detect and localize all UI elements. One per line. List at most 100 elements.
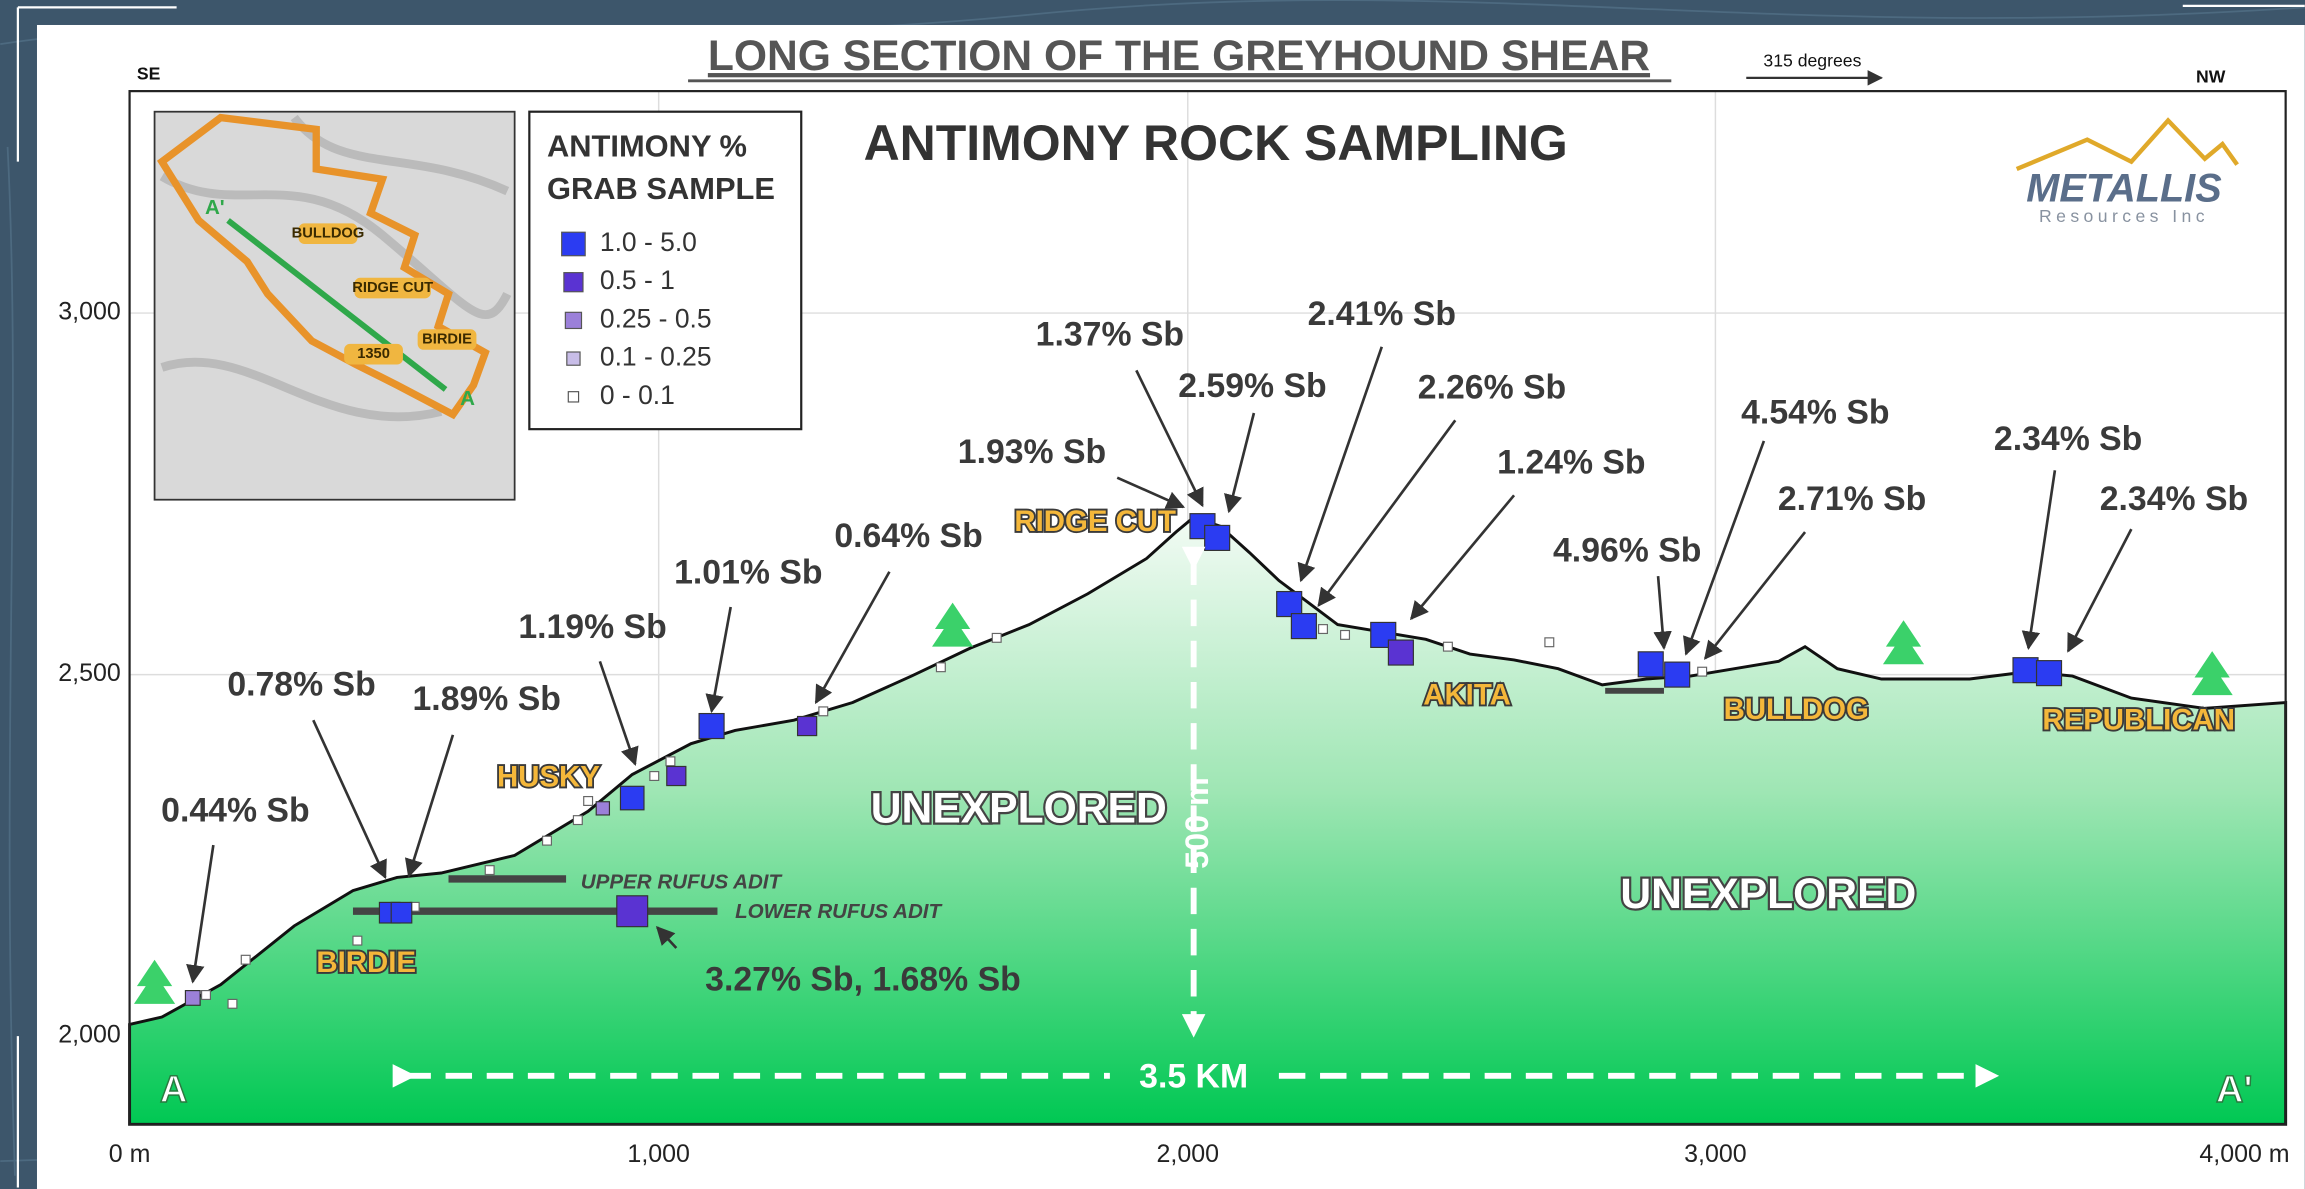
minor-sample xyxy=(484,865,495,876)
inset-label: A xyxy=(460,387,475,410)
sample-label: 2.26% Sb xyxy=(1418,368,1566,406)
inset-label-bg xyxy=(354,277,431,299)
minor-sample xyxy=(935,662,946,673)
sample-square xyxy=(2012,657,2039,684)
x-tick-label: 3,000 xyxy=(1684,1140,1746,1168)
sample-label: 1.24% Sb xyxy=(1497,443,1645,481)
inset-label-bg xyxy=(298,223,358,244)
place-name: BIRDIE xyxy=(316,946,416,979)
minor-sample xyxy=(1544,637,1555,648)
sample-label: 1.01% Sb xyxy=(674,554,822,592)
callout-arrow xyxy=(1317,419,1457,608)
direction-left: SE xyxy=(137,64,161,84)
callout-arrow xyxy=(2021,470,2057,650)
sample-label: 4.54% Sb xyxy=(1741,393,1889,431)
sample-label: 2.34% Sb xyxy=(1994,420,2142,458)
sample-label: 2.59% Sb xyxy=(1178,367,1326,405)
callout-arrow xyxy=(186,844,215,984)
legend-box xyxy=(528,110,803,431)
place-name: RIDGE CUT xyxy=(1014,505,1176,538)
adit-label: LOWER RUFUS ADIT xyxy=(735,900,942,923)
minor-sample xyxy=(1697,666,1708,677)
callout-arrow xyxy=(1409,494,1516,621)
callout-arrow xyxy=(1653,576,1672,650)
legend-label: 0.25 - 0.5 xyxy=(600,303,712,333)
y-tick-label: 2,500 xyxy=(58,659,120,687)
sample-square xyxy=(796,715,818,737)
callout-arrow xyxy=(1683,440,1766,656)
sample-label: 1.89% Sb xyxy=(413,680,561,718)
vertical-dimension-label: 500 m xyxy=(1179,777,1215,869)
heading: ANTIMONY ROCK SAMPLING xyxy=(864,115,1568,171)
place-name: REPUBLICAN xyxy=(2042,703,2235,736)
legend-label: 0 - 0.1 xyxy=(600,380,675,410)
inset-label: A' xyxy=(205,196,225,219)
legend-swatch xyxy=(561,231,586,257)
inset-label: RIDGE CUT xyxy=(352,280,433,296)
callout-arrow xyxy=(598,660,639,767)
callout-arrow xyxy=(814,571,891,705)
sample-label: 0.44% Sb xyxy=(161,792,309,830)
bearing: 315 degrees xyxy=(1763,50,1861,70)
sample-square xyxy=(666,765,687,787)
minor-sample xyxy=(991,632,1002,643)
inset-label: BIRDIE xyxy=(422,331,472,347)
sample-label: 2.41% Sb xyxy=(1308,295,1456,333)
minor-sample xyxy=(201,990,212,1000)
inset-relief xyxy=(159,114,512,422)
sample-label: 1.19% Sb xyxy=(518,608,666,646)
place-name: HUSKY xyxy=(497,761,600,794)
minor-sample xyxy=(227,998,238,1009)
sample-label: 0.78% Sb xyxy=(227,665,375,703)
inset-label-bg xyxy=(417,329,477,350)
minor-sample xyxy=(583,795,594,806)
callout-arrow xyxy=(404,734,455,878)
legend-label: 0.1 - 0.25 xyxy=(600,342,712,372)
inset-label-bg xyxy=(344,343,403,365)
legend-label: 0.5 - 1 xyxy=(600,265,675,295)
callout-arrow xyxy=(312,719,387,880)
tree xyxy=(2191,651,2233,696)
minor-sample xyxy=(665,756,676,767)
sample-label: 0.64% Sb xyxy=(834,517,982,555)
section-end: A' xyxy=(2216,1068,2253,1111)
sample-square xyxy=(1276,590,1303,618)
legend-swatch xyxy=(566,351,581,366)
legend-title: ANTIMONY % xyxy=(547,129,747,164)
sample-label: 1.37% Sb xyxy=(1036,315,1184,353)
sample-square xyxy=(698,712,725,740)
legend-label: 1.0 - 5.0 xyxy=(600,227,697,257)
callout-arrow xyxy=(1116,476,1186,509)
sample-square xyxy=(619,785,645,811)
sample-square xyxy=(390,901,413,924)
sample-square xyxy=(1290,613,1317,640)
y-tick-label: 3,000 xyxy=(58,298,120,326)
callout-arrow xyxy=(705,606,732,714)
callout-arrow xyxy=(1703,531,1807,660)
tree xyxy=(133,959,176,1004)
callout-arrow xyxy=(655,926,678,949)
x-tick-label: 0 m xyxy=(109,1140,151,1168)
adit-label: UPPER RUFUS ADIT xyxy=(581,871,783,894)
callout-arrow xyxy=(1135,369,1204,508)
title: LONG SECTION OF THE GREYHOUND SHEAR xyxy=(708,32,1650,80)
sample-square xyxy=(184,990,201,1006)
minor-sample xyxy=(649,771,660,782)
minor-sample xyxy=(1317,624,1328,635)
plot-frame xyxy=(128,90,2287,1126)
minor-sample xyxy=(240,954,251,965)
unexplored-label: UNEXPLORED xyxy=(1620,870,1916,918)
corner-marks xyxy=(16,4,2305,1188)
x-tick-label: 1,000 xyxy=(627,1140,689,1168)
horizontal-dimension-label: 3.5 KM xyxy=(1139,1058,1248,1096)
tree xyxy=(932,602,974,647)
place-name: BULLDOG xyxy=(1724,693,1869,726)
sample-square xyxy=(1387,639,1414,666)
place-name: AKITA xyxy=(1423,678,1511,711)
callout-arrow xyxy=(1224,412,1256,514)
legend-swatch xyxy=(564,311,583,330)
minor-sample xyxy=(541,835,552,846)
section-line xyxy=(226,218,448,392)
logo-name: METALLIS xyxy=(2026,167,2222,211)
sample-square xyxy=(1204,524,1231,551)
